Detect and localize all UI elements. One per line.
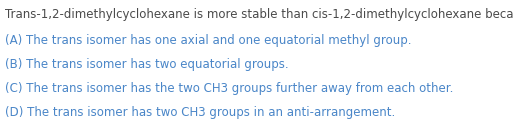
Text: (A) The trans isomer has one axial and one equatorial methyl group.: (A) The trans isomer has one axial and o…	[5, 34, 411, 47]
Text: (D) The trans isomer has two CH3 groups in an anti-arrangement.: (D) The trans isomer has two CH3 groups …	[5, 106, 396, 119]
Text: (C) The trans isomer has the two CH3 groups further away from each other.: (C) The trans isomer has the two CH3 gro…	[5, 82, 453, 95]
Text: (B) The trans isomer has two equatorial groups.: (B) The trans isomer has two equatorial …	[5, 58, 289, 71]
Text: Trans-1,2-dimethylcyclohexane is more stable than cis-1,2-dimethylcyclohexane be: Trans-1,2-dimethylcyclohexane is more st…	[5, 8, 513, 21]
